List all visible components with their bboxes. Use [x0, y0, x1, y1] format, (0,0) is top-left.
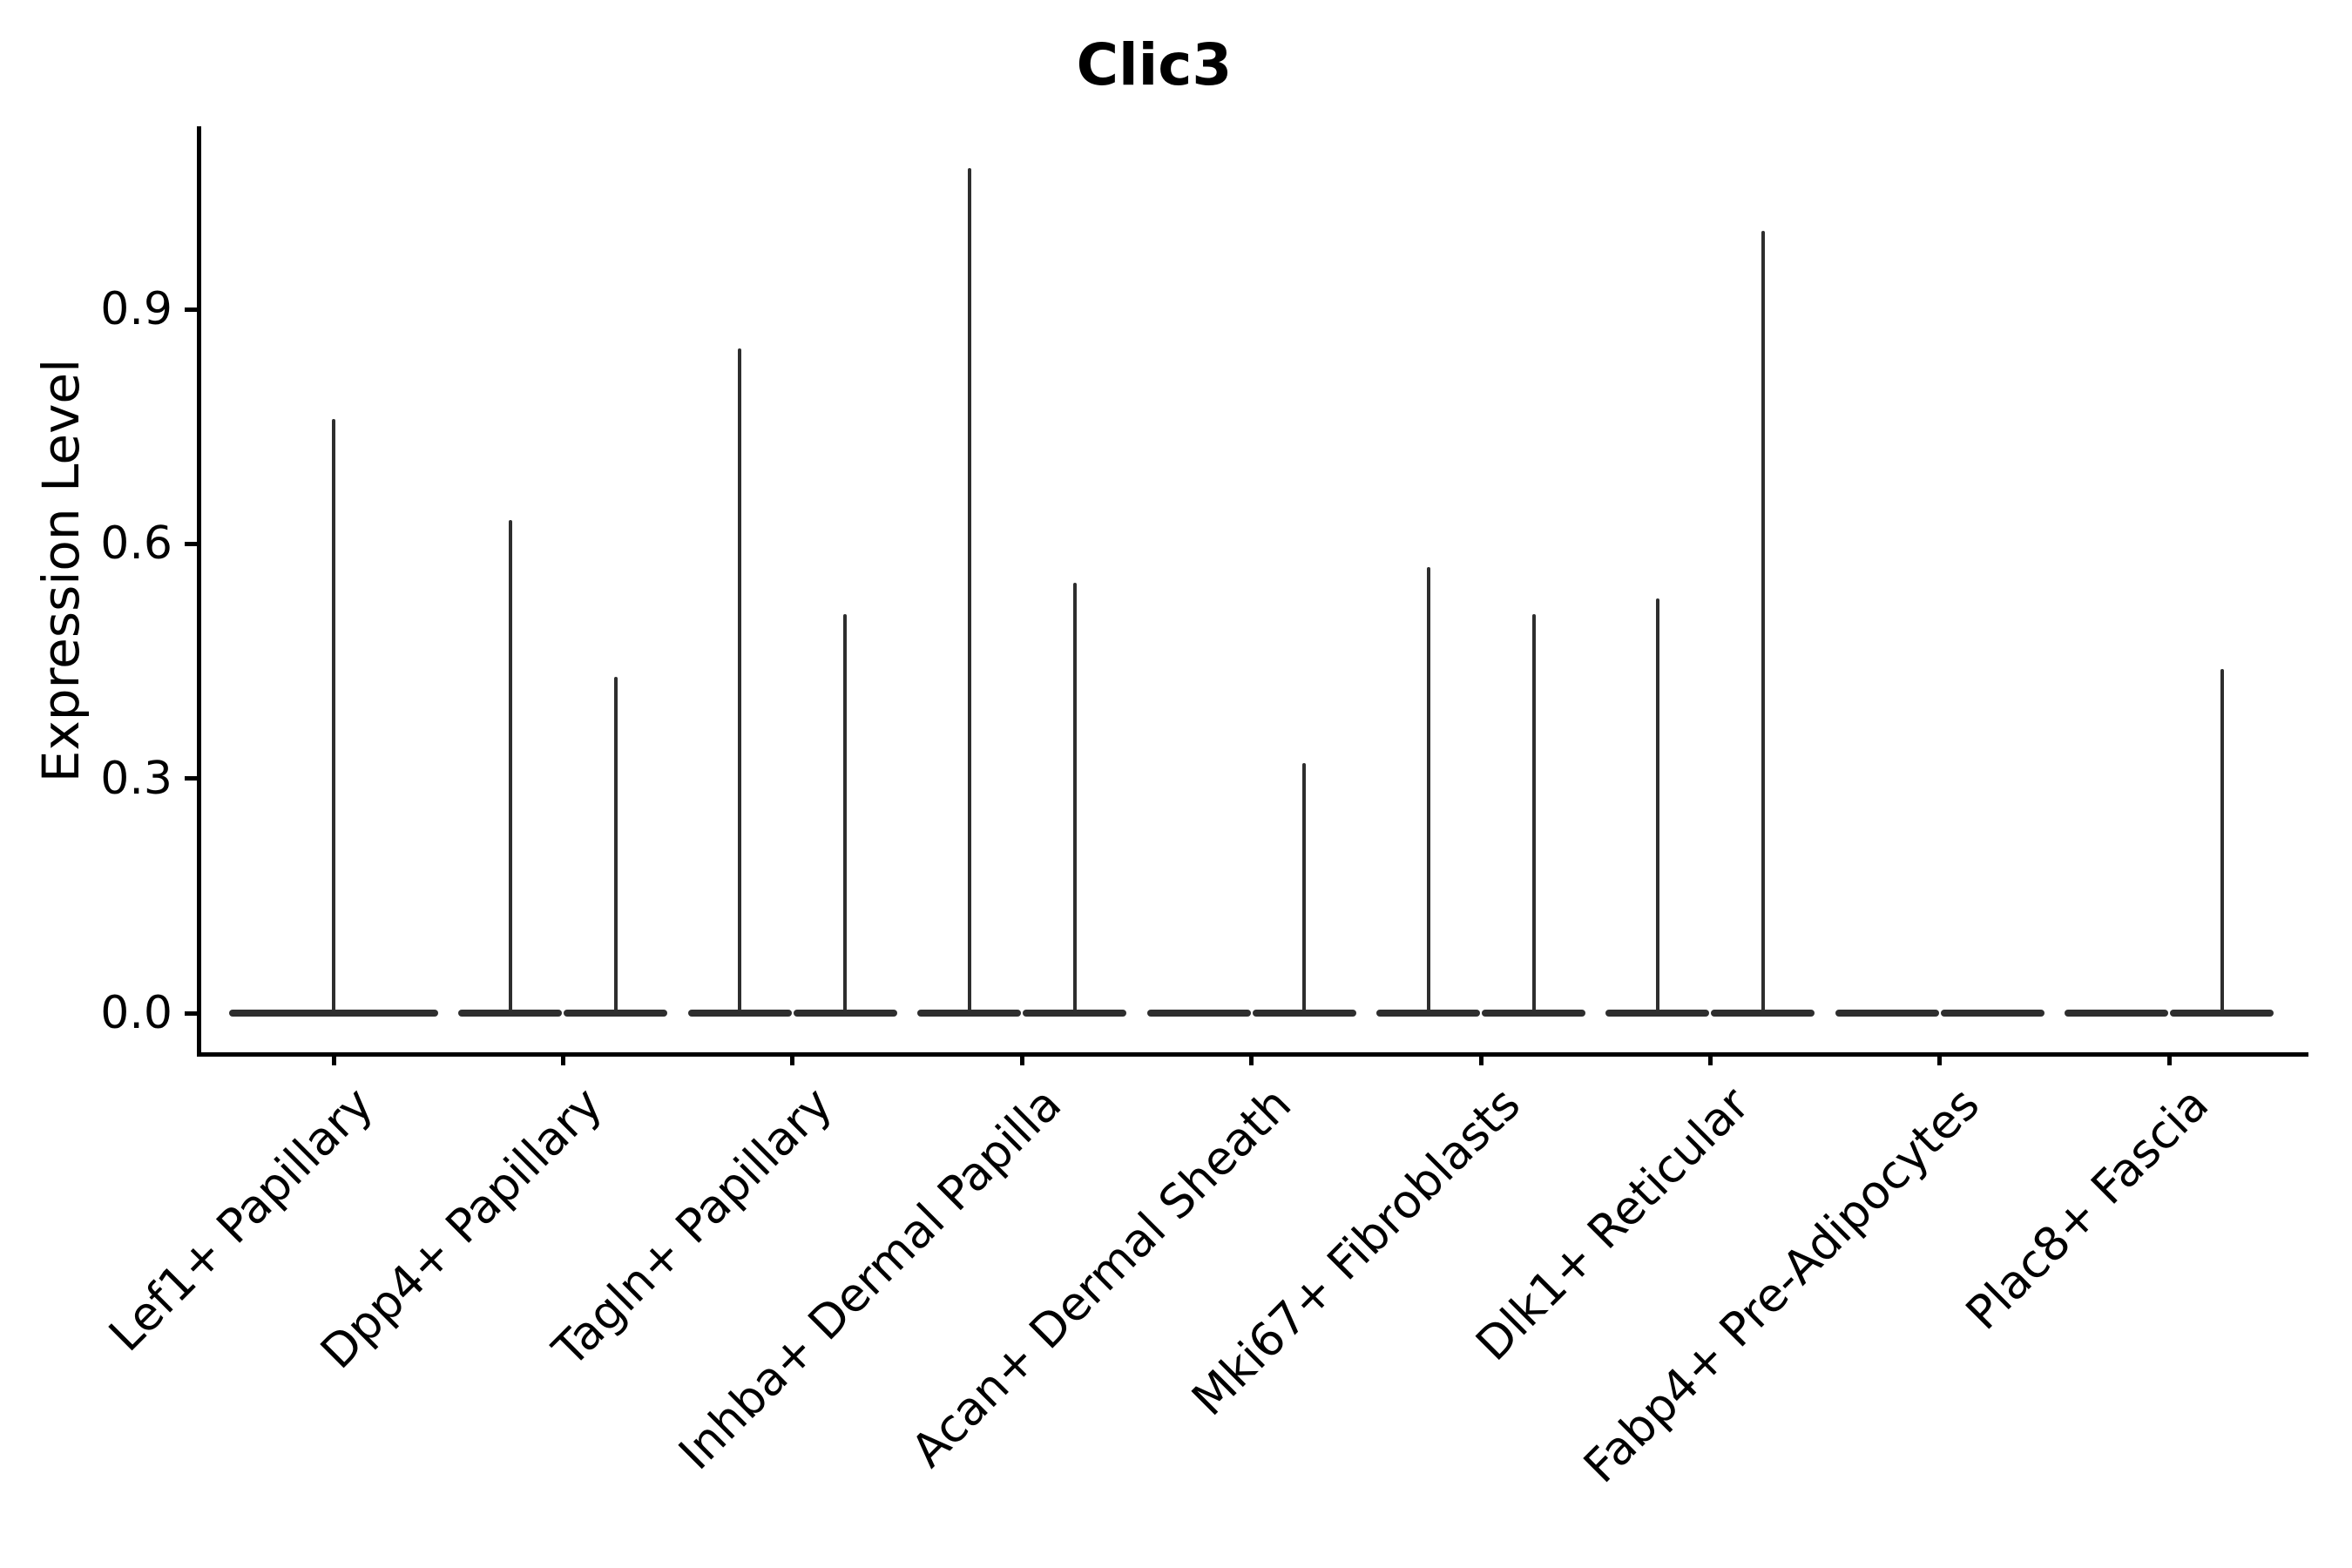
violin-spike: [1531, 614, 1536, 1016]
violin-spike: [1302, 762, 1307, 1016]
x-tick: [1478, 1052, 1484, 1065]
violin-spike: [967, 168, 971, 1016]
violin-spike: [613, 676, 618, 1016]
violin-spike: [1072, 583, 1077, 1016]
chart-title: Clic3: [1076, 31, 1233, 98]
y-axis-spine: [197, 126, 201, 1057]
violin-spike: [332, 418, 335, 1016]
x-tick: [790, 1052, 795, 1065]
violin-spike: [1655, 598, 1659, 1016]
y-tick: [185, 1010, 199, 1016]
y-tick-label: 0.0: [100, 987, 172, 1039]
x-tick: [1707, 1052, 1713, 1065]
violin-spike: [843, 614, 848, 1016]
x-tick: [1937, 1052, 1943, 1065]
x-tick: [2166, 1052, 2172, 1065]
y-tick: [185, 541, 199, 546]
violin-body: [1835, 1010, 1939, 1017]
x-tick: [1249, 1052, 1254, 1065]
y-tick: [185, 776, 199, 781]
violin-body: [1940, 1010, 2044, 1017]
x-tick: [331, 1052, 336, 1065]
y-tick: [185, 307, 199, 312]
y-tick-label: 0.6: [100, 517, 172, 571]
violin-spike: [1426, 567, 1430, 1016]
violin-spike: [738, 348, 742, 1016]
y-axis-label: Expression Level: [31, 358, 91, 783]
violin-body: [1146, 1010, 1251, 1017]
x-tick: [560, 1052, 565, 1065]
violin-spike: [2220, 669, 2224, 1016]
y-tick-label: 0.9: [100, 283, 172, 336]
violin-spike: [1761, 231, 1765, 1016]
x-tick: [1019, 1052, 1024, 1065]
violin-spike: [508, 520, 512, 1016]
y-tick-label: 0.3: [100, 752, 172, 805]
violin-body: [2065, 1010, 2169, 1017]
